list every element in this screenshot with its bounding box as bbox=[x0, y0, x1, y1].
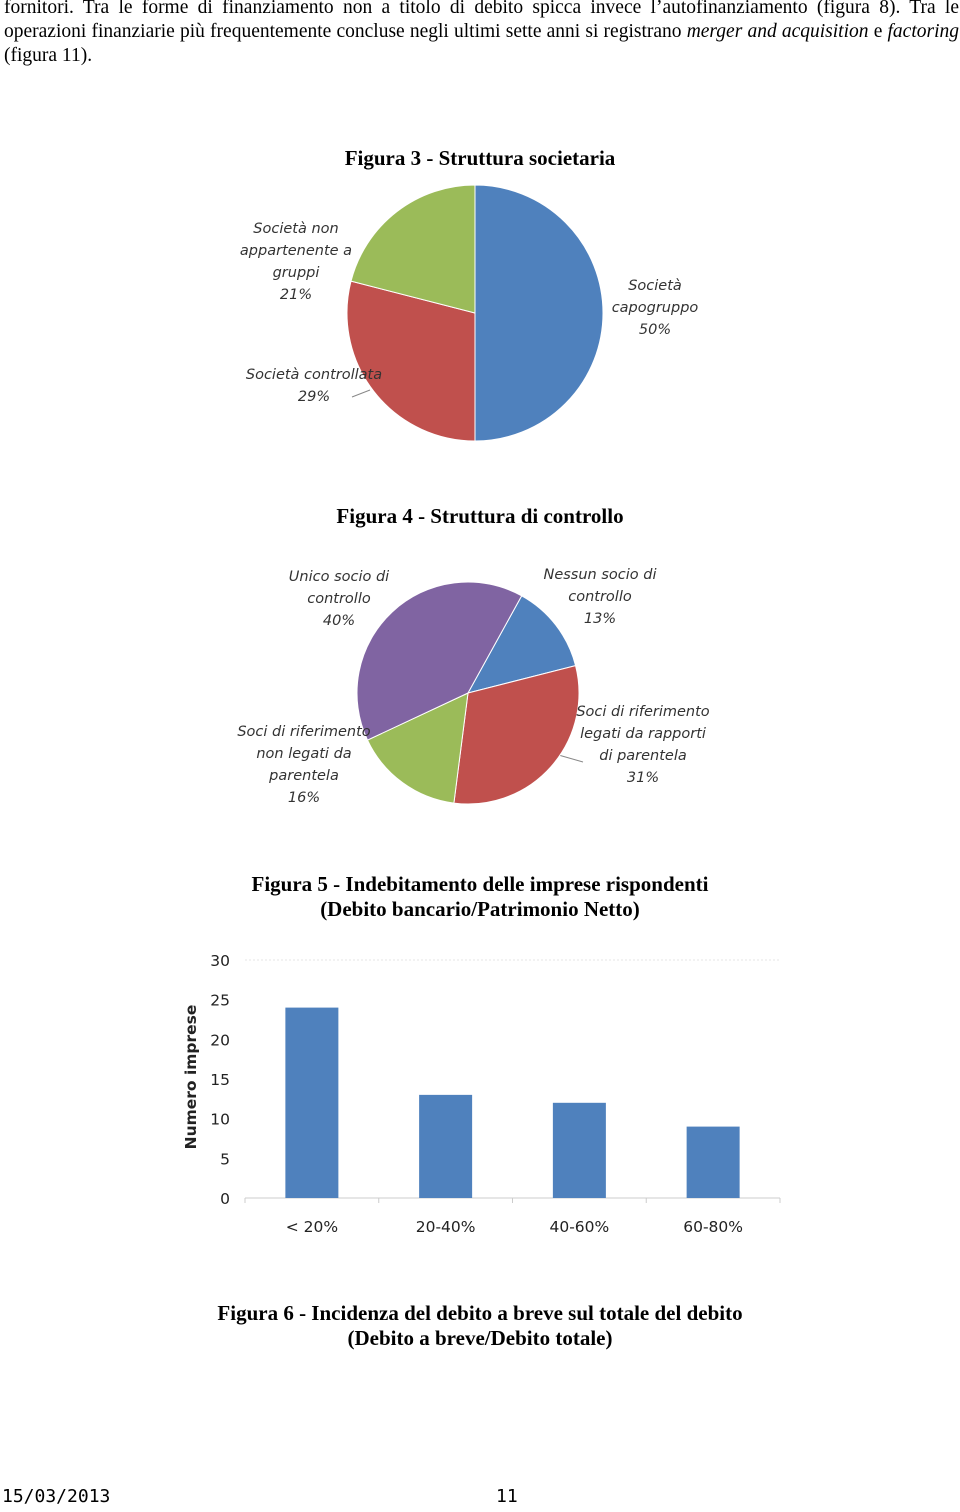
category-label: Società controllata bbox=[245, 367, 383, 383]
value-label: 50% bbox=[638, 322, 672, 338]
paragraph: fornitori. Tra le forme di finanziamento… bbox=[4, 0, 959, 68]
y-tick-label: 20 bbox=[210, 1031, 230, 1049]
pie-slice bbox=[346, 280, 476, 442]
leader-line bbox=[351, 389, 371, 398]
y-tick-label: 0 bbox=[220, 1190, 230, 1208]
slice-label: Unico socio di controllo 40% bbox=[269, 566, 409, 632]
bar bbox=[419, 1094, 473, 1198]
value-label: 13% bbox=[583, 611, 617, 627]
value-label: 29% bbox=[297, 389, 331, 405]
y-axis-label: Numero imprese bbox=[182, 1005, 200, 1150]
text-run: fornitori. Tra le forme di finanziamento… bbox=[4, 0, 959, 42]
category-label: Soci di riferimento legati da rapporti d… bbox=[576, 704, 710, 764]
category-label: Soci di riferimento non legati da parent… bbox=[237, 724, 371, 784]
slice-label: Società non appartenente a gruppi 21% bbox=[226, 218, 366, 306]
pie-slice bbox=[356, 581, 523, 741]
pie-slice bbox=[453, 664, 580, 805]
category-label: Unico socio di controllo bbox=[288, 569, 390, 607]
y-tick-label: 30 bbox=[210, 952, 230, 970]
x-tick-label: 20-40% bbox=[416, 1218, 476, 1236]
pie-slice bbox=[467, 595, 577, 694]
slice-label: Soci di riferimento non legati da parent… bbox=[234, 721, 374, 809]
text-run: factoring bbox=[887, 21, 960, 42]
footer-date: 15/03/2013 bbox=[2, 1486, 111, 1507]
category-label: Società capogruppo bbox=[611, 278, 699, 316]
figure-title: (Debito a breve/Debito totale) bbox=[348, 1326, 613, 1350]
slice-label: Soci di riferimento legati da rapporti d… bbox=[573, 701, 713, 789]
pie-slice bbox=[366, 692, 469, 804]
bar bbox=[285, 1007, 339, 1198]
y-tick-label: 10 bbox=[210, 1111, 230, 1129]
bar bbox=[552, 1102, 606, 1198]
category-label: Nessun socio di controllo bbox=[543, 567, 657, 605]
y-tick-label: 15 bbox=[210, 1071, 230, 1089]
figure-title: Figura 3 - Struttura societaria bbox=[345, 146, 616, 170]
category-label: Società non appartenente a gruppi bbox=[239, 221, 353, 281]
text-run: (figura 11). bbox=[4, 45, 93, 66]
value-label: 31% bbox=[626, 770, 660, 786]
slice-label: Società capogruppo 50% bbox=[585, 275, 725, 341]
slice-label: Nessun socio di controllo 13% bbox=[530, 564, 670, 630]
pie-slice bbox=[350, 184, 476, 314]
slice-label: Società controllata 29% bbox=[244, 364, 384, 408]
figure-title: Figura 6 - Incidenza del debito a breve … bbox=[217, 1301, 742, 1325]
pie-slice bbox=[474, 184, 604, 442]
value-label: 16% bbox=[287, 790, 321, 806]
y-tick-label: 5 bbox=[220, 1150, 230, 1168]
footer-page: 11 bbox=[496, 1486, 518, 1507]
figure-title: (Debito bancario/Patrimonio Netto) bbox=[320, 897, 640, 921]
text-run: merger and acquisition bbox=[686, 21, 869, 42]
x-tick-label: 60-80% bbox=[683, 1218, 743, 1236]
x-tick-label: 40-60% bbox=[549, 1218, 609, 1236]
bar bbox=[686, 1126, 740, 1198]
y-tick-label: 25 bbox=[210, 992, 230, 1010]
value-label: 40% bbox=[322, 613, 356, 629]
value-label: 21% bbox=[279, 287, 313, 303]
figure-title: Figura 5 - Indebitamento delle imprese r… bbox=[252, 872, 709, 896]
x-tick-label: < 20% bbox=[286, 1218, 338, 1236]
figure-title: Figura 4 - Struttura di controllo bbox=[336, 504, 623, 528]
text-run: e bbox=[868, 21, 888, 42]
